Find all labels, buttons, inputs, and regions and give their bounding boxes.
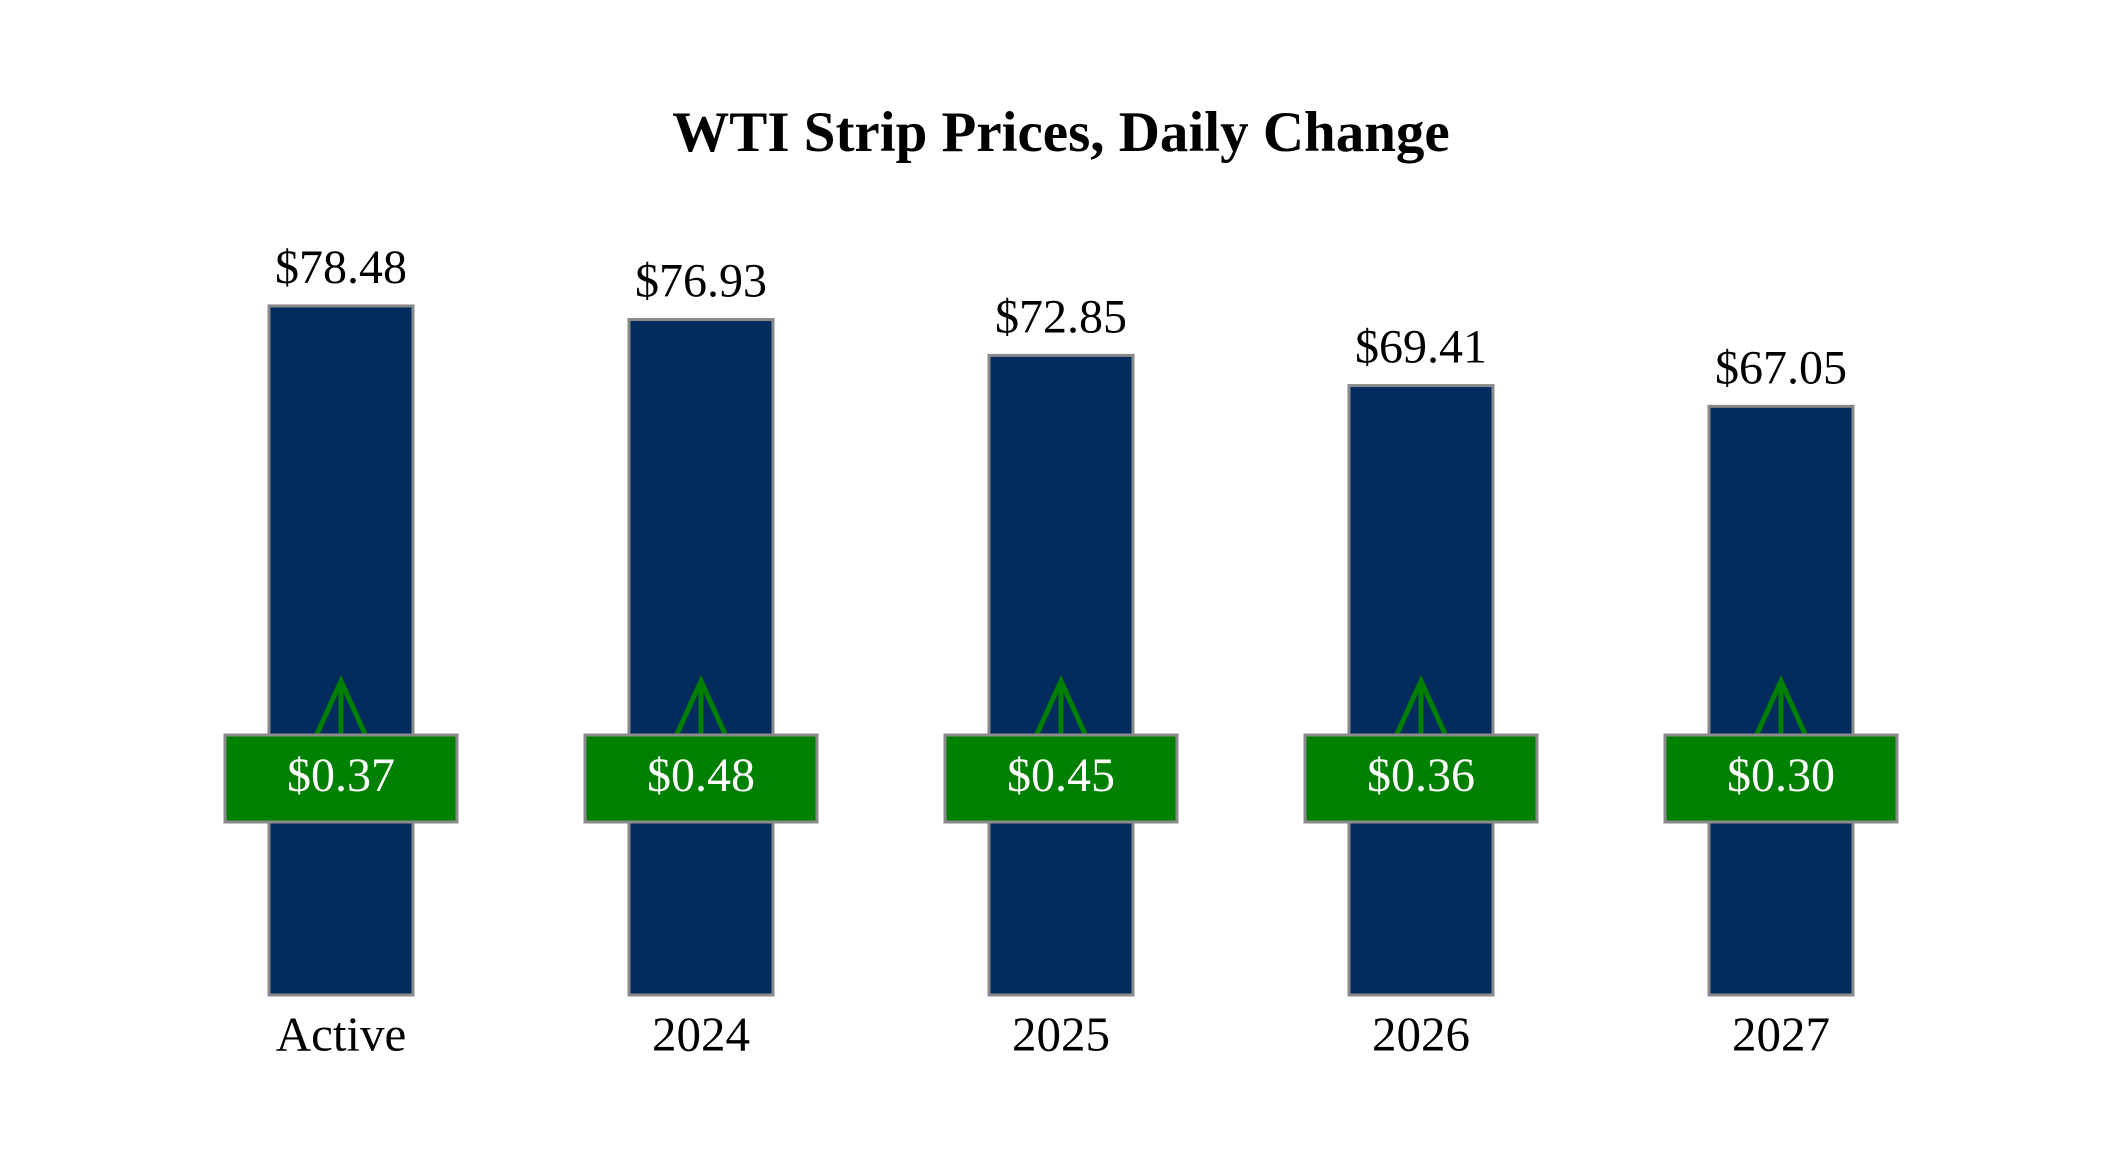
up-arrow-head	[314, 674, 368, 736]
change-box	[583, 733, 819, 824]
x-tick-label: 2024	[652, 1006, 750, 1061]
value-label: $78.48	[275, 241, 407, 294]
change-label: $0.37	[287, 749, 395, 802]
change-box	[1663, 733, 1899, 824]
up-arrow-head	[1394, 674, 1448, 736]
x-tick-label: Active	[276, 1006, 407, 1061]
change-box	[943, 733, 1179, 824]
x-tick-label: 2027	[1732, 1006, 1830, 1061]
value-label: $67.05	[1715, 341, 1847, 394]
change-box	[1303, 733, 1539, 824]
value-label: $76.93	[635, 255, 767, 308]
value-label: $69.41	[1355, 321, 1487, 374]
bar	[627, 318, 775, 997]
x-tick-label: 2025	[1012, 1006, 1110, 1061]
change-label: $0.36	[1367, 749, 1475, 802]
up-arrow-head	[674, 674, 728, 736]
value-label: $72.85	[995, 290, 1127, 343]
up-arrow-head	[1034, 674, 1088, 736]
change-label: $0.48	[647, 749, 755, 802]
change-box	[223, 733, 459, 824]
bar	[267, 304, 415, 997]
chart-title: WTI Strip Prices, Daily Change	[672, 101, 1449, 164]
change-label: $0.30	[1727, 749, 1835, 802]
up-arrow-head	[1754, 674, 1808, 736]
change-label: $0.45	[1007, 749, 1115, 802]
x-tick-label: 2026	[1372, 1006, 1470, 1061]
